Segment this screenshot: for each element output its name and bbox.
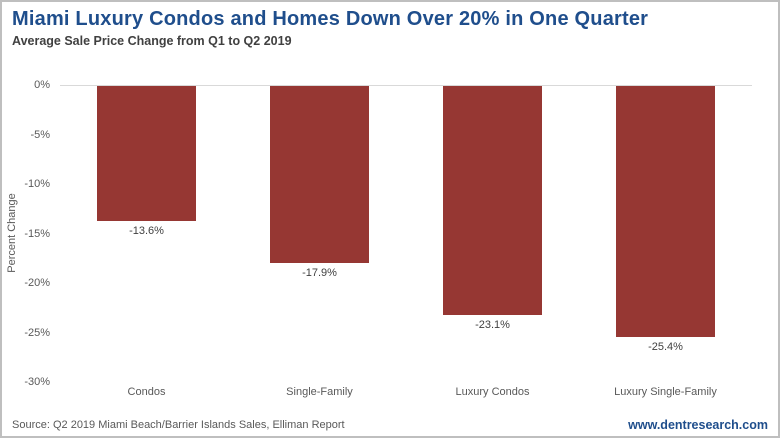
x-category-label: Luxury Condos [455, 386, 530, 398]
y-tick-label: -15% [24, 227, 50, 240]
source-note: Source: Q2 2019 Miami Beach/Barrier Isla… [12, 419, 345, 431]
y-tick-label: -30% [24, 376, 50, 388]
y-tick-label: -20% [24, 277, 50, 289]
bar-luxury-condos [443, 86, 542, 315]
bar-value-label: -23.1% [475, 318, 510, 331]
bar-single-family [270, 86, 369, 264]
bar-luxury-single-family [616, 86, 715, 338]
y-tick-label: -25% [24, 326, 50, 339]
x-category-label: Luxury Single-Family [614, 386, 717, 398]
zero-gridline [60, 85, 752, 86]
y-tick-label: -10% [24, 178, 50, 190]
bar-value-label: -25.4% [648, 341, 683, 354]
chart-header: Miami Luxury Condos and Homes Down Over … [12, 8, 648, 48]
chart-subtitle: Average Sale Price Change from Q1 to Q2 … [12, 34, 292, 48]
x-category-label: Condos [127, 386, 166, 398]
x-category-label: Single-Family [286, 386, 353, 398]
bar-condos [97, 86, 196, 221]
y-tick-label: 0% [34, 79, 50, 91]
chart-title: Miami Luxury Condos and Homes Down Over … [12, 8, 649, 30]
y-tick-label: -5% [30, 128, 50, 141]
bar-value-label: -17.9% [302, 267, 337, 280]
website-link[interactable]: www.dentresearch.com [628, 418, 768, 432]
bar-value-label: -13.6% [129, 224, 164, 237]
chart-footer: Source: Q2 2019 Miami Beach/Barrier Isla… [12, 418, 768, 432]
